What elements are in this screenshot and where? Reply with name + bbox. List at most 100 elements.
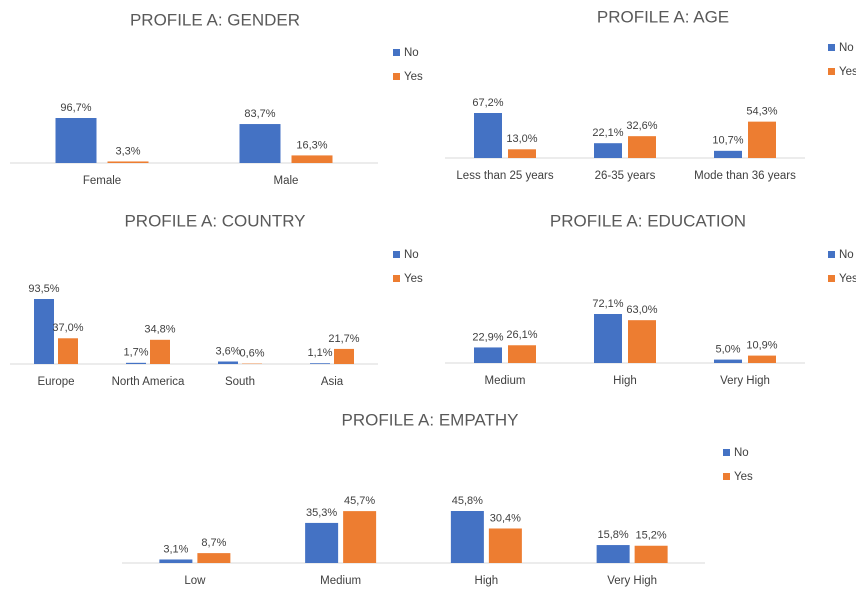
bar [474, 113, 502, 158]
legend-swatch [828, 275, 835, 282]
legend-swatch [393, 73, 400, 80]
legend-swatch [393, 251, 400, 258]
x-tick-label: Medium [485, 375, 526, 387]
chart-title: PROFILE A: EDUCATION [550, 211, 746, 230]
bar [628, 320, 656, 363]
data-label: 26,1% [506, 329, 537, 341]
x-tick-label: Less than 25 years [456, 170, 553, 182]
data-label: 0,6% [239, 347, 264, 359]
x-tick-label: North America [112, 376, 185, 388]
legend-label: No [404, 249, 419, 261]
bar [159, 559, 193, 563]
x-tick-label: High [475, 575, 499, 587]
bar [508, 149, 536, 158]
bar [714, 150, 742, 158]
bar [594, 314, 622, 363]
data-label: 34,8% [144, 324, 175, 336]
bar [334, 348, 354, 364]
bar [596, 545, 630, 563]
x-tick-label: 26-35 years [595, 170, 656, 182]
data-label: 15,2% [636, 530, 667, 542]
legend-swatch [723, 473, 730, 480]
x-tick-label: Male [274, 175, 299, 187]
data-label: 3,1% [163, 543, 188, 555]
bar [107, 161, 149, 163]
x-tick-label: Medium [320, 575, 361, 587]
bar [197, 553, 231, 563]
data-label: 37,0% [52, 322, 83, 334]
chart-title: PROFILE A: GENDER [130, 10, 300, 29]
bar [150, 339, 170, 364]
data-label: 10,9% [746, 339, 777, 351]
bar [450, 511, 484, 563]
data-label: 3,6% [215, 345, 240, 357]
data-label: 83,7% [244, 108, 275, 120]
data-label: 15,8% [598, 529, 629, 541]
bar [474, 347, 502, 363]
bar [628, 136, 656, 158]
data-label: 93,5% [28, 283, 59, 295]
bar [714, 359, 742, 363]
data-label: 54,3% [746, 106, 777, 118]
bar [488, 528, 522, 563]
legend-label: Yes [839, 66, 856, 78]
data-label: 21,7% [328, 333, 359, 345]
bar [594, 143, 622, 158]
legend-swatch [828, 44, 835, 51]
data-label: 45,7% [344, 495, 375, 507]
data-label: 32,6% [626, 120, 657, 132]
x-tick-label: Low [184, 575, 206, 587]
data-label: 35,3% [306, 507, 337, 519]
legend-label: No [404, 47, 419, 59]
legend-swatch [723, 449, 730, 456]
data-label: 63,0% [626, 304, 657, 316]
legend-label: Yes [404, 71, 423, 83]
bar [218, 361, 238, 364]
data-label: 96,7% [60, 102, 91, 114]
x-tick-label: High [613, 375, 637, 387]
legend-label: Yes [734, 471, 753, 483]
bar [34, 299, 54, 364]
data-label: 67,2% [472, 97, 503, 109]
bar [343, 511, 377, 563]
data-label: 8,7% [201, 537, 226, 549]
x-tick-label: Very High [720, 375, 770, 387]
chart-title: PROFILE A: COUNTRY [124, 211, 305, 230]
data-label: 30,4% [490, 512, 521, 524]
data-label: 1,7% [123, 347, 148, 359]
bar [748, 355, 776, 363]
chart-title: PROFILE A: EMPATHY [342, 410, 519, 429]
x-tick-label: Europe [37, 376, 74, 388]
x-tick-label: Mode than 36 years [694, 170, 796, 182]
x-tick-label: Female [83, 175, 121, 187]
legend-swatch [828, 251, 835, 258]
data-label: 3,3% [115, 145, 140, 157]
data-label: 16,3% [296, 139, 327, 151]
legend-label: Yes [839, 273, 856, 285]
bar [58, 338, 78, 364]
legend-swatch [393, 275, 400, 282]
legend-label: No [839, 42, 854, 54]
legend-swatch [393, 49, 400, 56]
legend-swatch [828, 68, 835, 75]
bar [126, 362, 146, 364]
bar [310, 363, 330, 364]
bar [634, 545, 668, 563]
data-label: 45,8% [452, 495, 483, 507]
data-label: 22,9% [472, 331, 503, 343]
data-label: 22,1% [592, 127, 623, 139]
bar [305, 522, 339, 563]
bar [239, 124, 281, 163]
data-label: 72,1% [592, 298, 623, 310]
legend-label: Yes [404, 273, 423, 285]
x-tick-label: Very High [607, 575, 657, 587]
legend-label: No [839, 249, 854, 261]
x-tick-label: South [225, 376, 255, 388]
data-label: 1,1% [307, 347, 332, 359]
data-label: 10,7% [712, 135, 743, 147]
data-label: 13,0% [506, 133, 537, 145]
bar [748, 121, 776, 158]
bar [55, 118, 97, 163]
data-label: 5,0% [715, 344, 740, 356]
